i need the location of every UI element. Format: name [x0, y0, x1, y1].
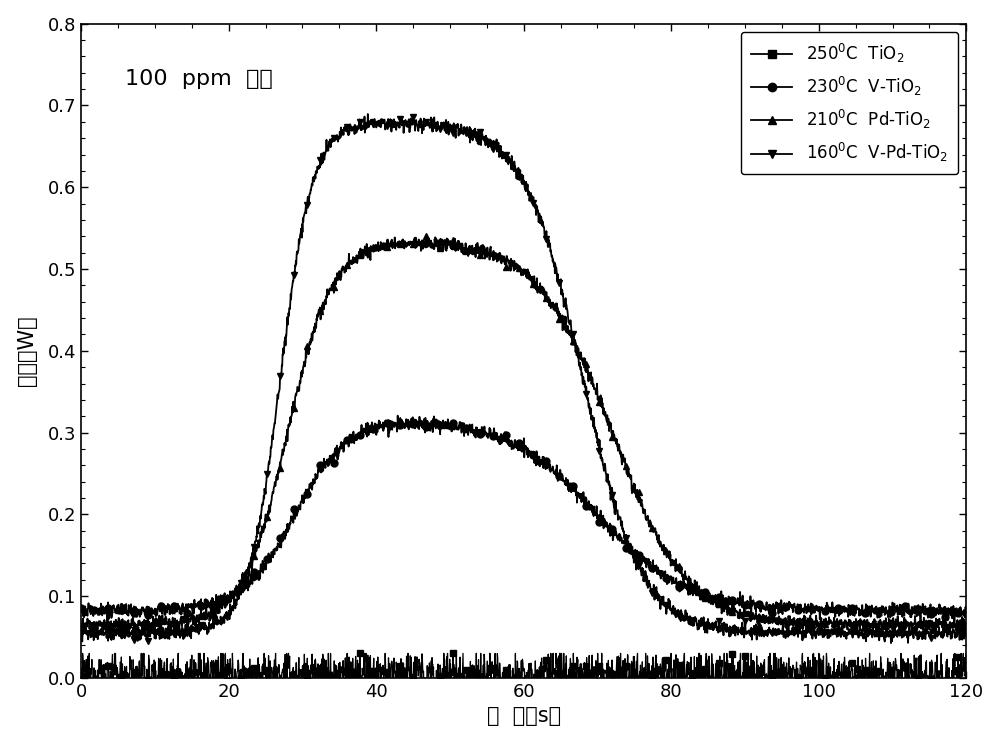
- X-axis label: 时  间（s）: 时 间（s）: [487, 707, 561, 727]
- Y-axis label: 功率（W）: 功率（W）: [17, 316, 37, 386]
- Legend: 250$^0$C  TiO$_2$, 230$^0$C  V-TiO$_2$, 210$^0$C  Pd-TiO$_2$, 160$^0$C  V-Pd-TiO: 250$^0$C TiO$_2$, 230$^0$C V-TiO$_2$, 21…: [741, 32, 958, 175]
- Text: 100  ppm  氯苯: 100 ppm 氯苯: [125, 69, 273, 89]
